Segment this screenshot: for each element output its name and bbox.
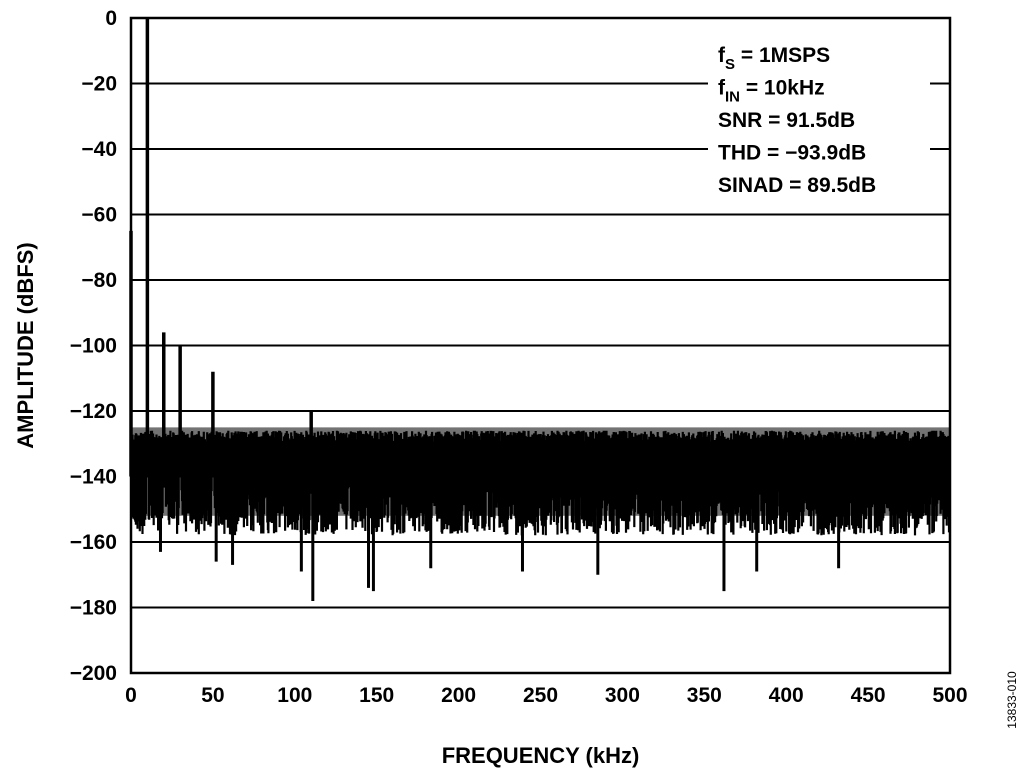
- x-tick-label: 100: [277, 684, 312, 707]
- x-tick-label: 200: [441, 684, 476, 707]
- annotation-main: f: [718, 44, 726, 67]
- annotation-value: = 10kHz: [740, 77, 825, 100]
- y-tick-label: −140: [70, 466, 117, 489]
- y-tick-label: 0: [105, 7, 117, 30]
- x-tick-label: 500: [932, 684, 967, 707]
- annotation-main: SNR = 91.5dB: [718, 109, 855, 132]
- x-tick-label: 250: [523, 684, 558, 707]
- annotation-value: = 1MSPS: [735, 44, 830, 67]
- annotation-line: fS = 1MSPS: [718, 44, 830, 73]
- plot-area-border: [129, 16, 952, 675]
- annotation-line: SINAD = 89.5dB: [718, 174, 876, 197]
- x-tick-label: 400: [769, 684, 804, 707]
- y-axis-title: AMPLITUDE (dBFS): [13, 242, 38, 449]
- x-tick-label: 0: [125, 684, 137, 707]
- y-tick-label: −120: [70, 400, 117, 423]
- y-tick-label: −80: [81, 269, 117, 292]
- y-tick-label: −40: [81, 138, 117, 161]
- y-tick-label: −20: [81, 73, 117, 96]
- x-tick-label: 50: [201, 684, 224, 707]
- annotation-main: THD = −93.9dB: [718, 142, 866, 165]
- x-tick-label: 150: [359, 684, 394, 707]
- noise-band: [131, 427, 950, 516]
- annotation-line: SNR = 91.5dB: [718, 109, 855, 132]
- x-axis-ticks: 0 50 100 150 200 250 300 350 400 450 500: [125, 684, 967, 707]
- x-axis-title: FREQUENCY (kHz): [442, 743, 640, 768]
- y-tick-label: −100: [70, 335, 117, 358]
- x-tick-label: 300: [605, 684, 640, 707]
- spectrum-series: [129, 18, 951, 601]
- y-tick-label: −160: [70, 531, 117, 554]
- y-axis-ticks: 0 −20 −40 −60 −80 −100 −120 −140 −160 −180 −200: [70, 7, 117, 685]
- y-tick-label: −200: [70, 662, 117, 685]
- annotation-main: f: [718, 77, 726, 100]
- annotation-subscript: S: [725, 56, 735, 73]
- annotation-subscript: IN: [725, 89, 740, 106]
- x-tick-label: 450: [851, 684, 886, 707]
- x-tick-label: 350: [687, 684, 722, 707]
- figure-id: 13833-010: [1005, 671, 1019, 729]
- annotation-main: SINAD = 89.5dB: [718, 174, 876, 197]
- annotation-line: THD = −93.9dB: [718, 142, 866, 165]
- annotation-background: [708, 34, 930, 210]
- annotation-line: fIN = 10kHz: [718, 77, 825, 106]
- y-tick-label: −180: [70, 597, 117, 620]
- y-tick-label: −60: [81, 204, 117, 227]
